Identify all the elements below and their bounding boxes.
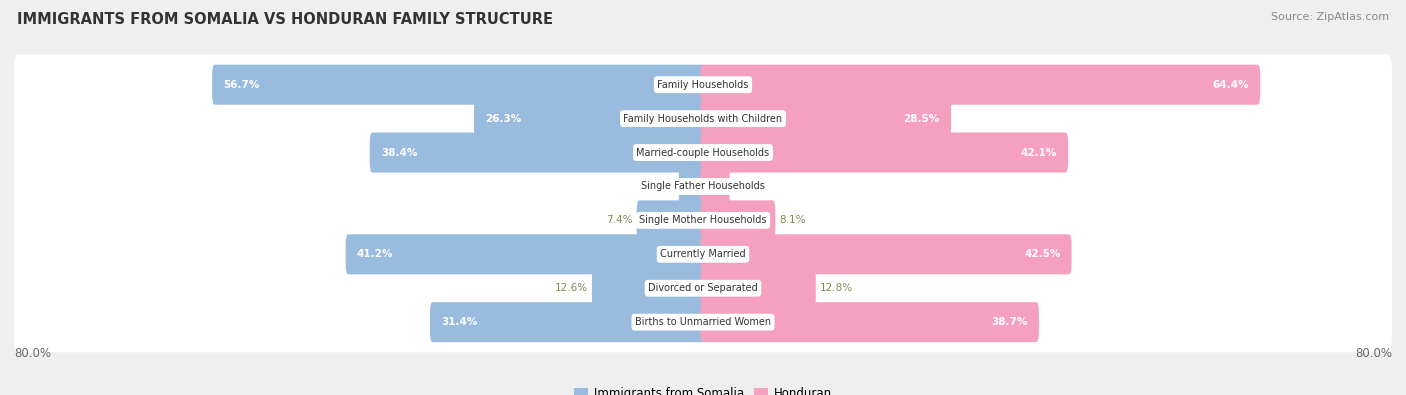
FancyBboxPatch shape — [700, 302, 1039, 342]
FancyBboxPatch shape — [212, 65, 706, 105]
Text: 41.2%: 41.2% — [357, 249, 394, 259]
FancyBboxPatch shape — [679, 166, 706, 207]
Text: 31.4%: 31.4% — [441, 317, 478, 327]
Text: 80.0%: 80.0% — [1355, 346, 1392, 359]
FancyBboxPatch shape — [430, 302, 706, 342]
Text: Single Father Households: Single Father Households — [641, 181, 765, 192]
Legend: Immigrants from Somalia, Honduran: Immigrants from Somalia, Honduran — [569, 383, 837, 395]
Text: 38.4%: 38.4% — [381, 148, 418, 158]
Text: Births to Unmarried Women: Births to Unmarried Women — [636, 317, 770, 327]
Text: 2.8%: 2.8% — [734, 181, 761, 192]
FancyBboxPatch shape — [700, 65, 1260, 105]
Text: Family Households with Children: Family Households with Children — [623, 114, 783, 124]
Text: 2.5%: 2.5% — [648, 181, 675, 192]
Text: Family Households: Family Households — [658, 80, 748, 90]
FancyBboxPatch shape — [14, 156, 1392, 216]
FancyBboxPatch shape — [14, 88, 1392, 149]
Text: 42.5%: 42.5% — [1024, 249, 1060, 259]
Text: 12.8%: 12.8% — [820, 283, 853, 293]
Text: 56.7%: 56.7% — [224, 80, 260, 90]
FancyBboxPatch shape — [700, 268, 815, 308]
Text: IMMIGRANTS FROM SOMALIA VS HONDURAN FAMILY STRUCTURE: IMMIGRANTS FROM SOMALIA VS HONDURAN FAMI… — [17, 12, 553, 27]
Text: 28.5%: 28.5% — [904, 114, 939, 124]
Text: Married-couple Households: Married-couple Households — [637, 148, 769, 158]
Text: Currently Married: Currently Married — [661, 249, 745, 259]
Text: 80.0%: 80.0% — [14, 346, 51, 359]
FancyBboxPatch shape — [14, 55, 1392, 115]
FancyBboxPatch shape — [700, 234, 1071, 274]
Text: 64.4%: 64.4% — [1212, 80, 1249, 90]
Text: 38.7%: 38.7% — [991, 317, 1028, 327]
FancyBboxPatch shape — [637, 200, 706, 241]
Text: 26.3%: 26.3% — [485, 114, 522, 124]
Text: Source: ZipAtlas.com: Source: ZipAtlas.com — [1271, 12, 1389, 22]
FancyBboxPatch shape — [370, 133, 706, 173]
FancyBboxPatch shape — [14, 258, 1392, 318]
FancyBboxPatch shape — [700, 133, 1069, 173]
Text: 12.6%: 12.6% — [554, 283, 588, 293]
FancyBboxPatch shape — [14, 224, 1392, 284]
FancyBboxPatch shape — [474, 99, 706, 139]
Text: Divorced or Separated: Divorced or Separated — [648, 283, 758, 293]
FancyBboxPatch shape — [14, 292, 1392, 352]
FancyBboxPatch shape — [592, 268, 706, 308]
FancyBboxPatch shape — [700, 200, 775, 241]
Text: 8.1%: 8.1% — [780, 215, 806, 226]
FancyBboxPatch shape — [700, 99, 950, 139]
Text: 42.1%: 42.1% — [1021, 148, 1057, 158]
FancyBboxPatch shape — [346, 234, 706, 274]
FancyBboxPatch shape — [700, 166, 730, 207]
FancyBboxPatch shape — [14, 122, 1392, 183]
FancyBboxPatch shape — [14, 190, 1392, 250]
Text: 7.4%: 7.4% — [606, 215, 633, 226]
Text: Single Mother Households: Single Mother Households — [640, 215, 766, 226]
